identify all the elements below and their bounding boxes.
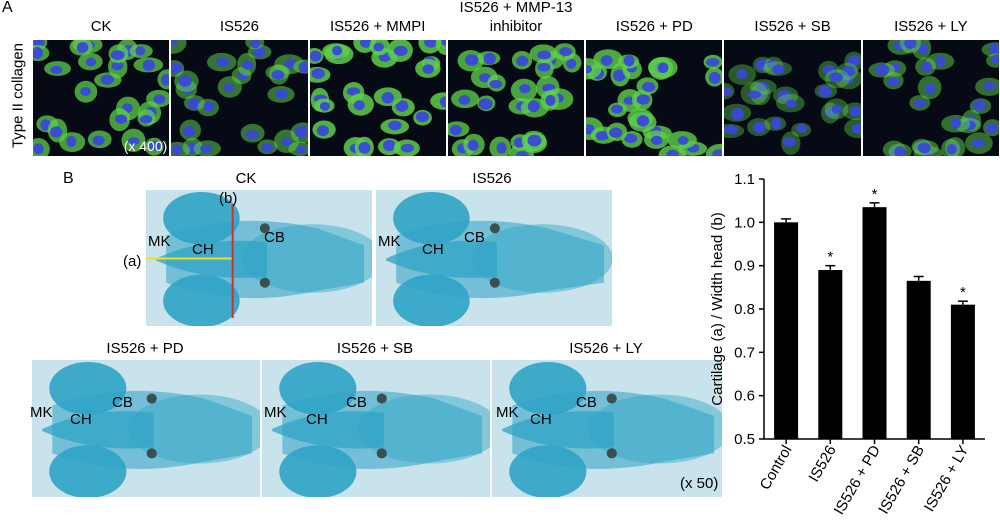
- larva-title: IS526: [472, 170, 512, 187]
- micrograph-panel: [586, 40, 723, 156]
- micrograph-title: IS526 + SB: [754, 18, 831, 35]
- label-mk: MK: [264, 404, 287, 421]
- label-a-measure: (a): [123, 253, 142, 270]
- label-ch: CH: [422, 241, 444, 258]
- panel-a-ylabel: Type II collagen: [9, 42, 27, 149]
- micrograph-title: IS526 + MMPI: [329, 18, 426, 35]
- larva-title: IS526 + PD: [106, 340, 184, 357]
- bar: [950, 304, 975, 439]
- label-cb: CB: [346, 394, 367, 411]
- larva-panel: [262, 360, 490, 497]
- y-tick-label: 0.9: [734, 258, 755, 275]
- bar: [818, 270, 843, 439]
- panel-a-letter: A: [2, 0, 13, 16]
- y-tick-label: 0.6: [734, 388, 755, 405]
- bar: [774, 222, 799, 439]
- micrograph-title: IS526 + MMP-13 inhibitor: [459, 0, 573, 35]
- bar: [906, 280, 931, 439]
- larva-title: IS526 + LY: [569, 340, 643, 357]
- micrograph-panel: (x 400): [33, 40, 170, 156]
- label-cb: CB: [464, 229, 485, 246]
- label-ch: CH: [192, 241, 214, 258]
- larva-magnification: (x 50): [680, 475, 719, 492]
- label-cb: CB: [576, 394, 597, 411]
- x-tick-label: IS526 + LY: [921, 443, 972, 515]
- label-cb: CB: [264, 229, 285, 246]
- micrograph-title: IS526 + PD: [615, 18, 693, 35]
- x-tick-label: Control: [757, 443, 796, 493]
- significance-marker: *: [872, 186, 878, 203]
- label-mk: MK: [148, 233, 171, 250]
- y-tick-label: 0.8: [734, 301, 755, 318]
- label-cb: CB: [112, 394, 133, 411]
- label-mk: MK: [378, 233, 401, 250]
- micrograph-title: CK: [90, 18, 112, 35]
- larva-title: CK: [235, 170, 257, 187]
- micrograph-panel: [171, 40, 308, 156]
- y-tick-label: 1.0: [734, 214, 755, 231]
- label-b-measure: (b): [219, 190, 238, 207]
- micrograph-panel: [724, 40, 861, 156]
- x-tick-label: IS526 + PD: [831, 442, 884, 517]
- larva-title: IS526 + SB: [336, 340, 414, 357]
- x-tick-label: IS526 + SB: [875, 443, 928, 518]
- y-tick-label: 0.7: [734, 344, 755, 361]
- panel-b-letter: B: [63, 170, 74, 187]
- micrograph-panel: [447, 40, 585, 156]
- bar: [862, 207, 887, 439]
- y-tick-label: 1.1: [734, 171, 755, 188]
- label-ch: CH: [70, 411, 92, 428]
- y-tick-label: 0.5: [734, 431, 755, 448]
- larva-panel: [32, 360, 260, 497]
- micrograph-panel: [862, 40, 999, 156]
- label-ch: CH: [306, 411, 328, 428]
- label-ch: CH: [530, 411, 552, 428]
- micrograph-magnification: (x 400): [123, 138, 168, 154]
- larva-panel: [492, 360, 722, 497]
- micrograph-title: IS526: [219, 18, 260, 35]
- label-mk: MK: [496, 404, 519, 421]
- x-tick-label: IS526: [805, 443, 839, 485]
- label-mk: MK: [30, 404, 53, 421]
- micrograph-panel: [309, 40, 446, 156]
- larva-panel: [146, 190, 372, 326]
- significance-marker: *: [960, 284, 966, 301]
- significance-marker: *: [827, 249, 833, 266]
- micrograph-title: IS526 + LY: [894, 18, 968, 35]
- larva-panel: [376, 190, 612, 326]
